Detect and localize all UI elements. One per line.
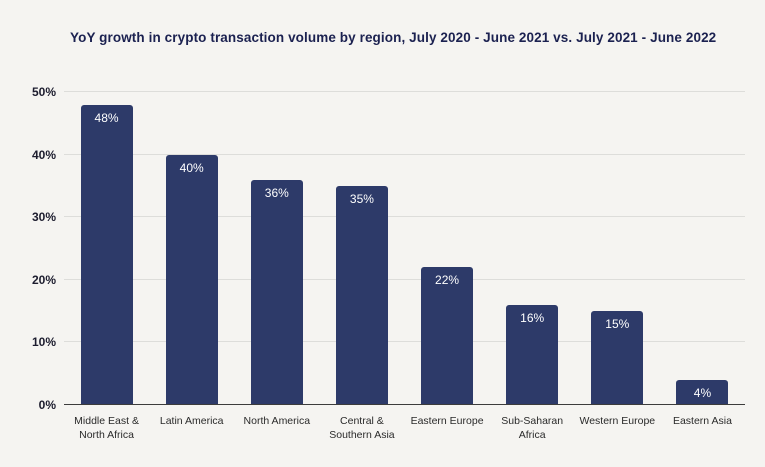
x-axis-label: North America	[243, 415, 311, 427]
y-tick-label: 0%	[38, 398, 56, 412]
bar-slot: 4% Eastern Asia	[660, 92, 745, 427]
y-tick-label: 40%	[31, 147, 56, 162]
bar: 15%	[591, 311, 644, 405]
bar-value-label: 36%	[264, 185, 289, 200]
bar-value-label: 35%	[349, 191, 374, 206]
y-tick-label: 50%	[31, 85, 56, 99]
gridline	[64, 278, 745, 280]
y-tick-label: 10%	[31, 335, 56, 350]
gridline	[64, 153, 745, 155]
bar: 35%	[335, 185, 388, 405]
bar-value-label: 22%	[435, 273, 460, 288]
x-axis-line	[64, 404, 745, 405]
x-axis-label: Latin America	[159, 415, 224, 427]
bar-slot: 36% North America	[234, 92, 319, 427]
bar-slot: 35% Central & Southern Asia	[319, 92, 404, 441]
bars-row: 48% Middle East & North Africa 40% Latin Am…	[64, 92, 745, 441]
bar: 22%	[421, 267, 474, 405]
bar-value-label: 16%	[520, 310, 545, 325]
plot-area: 0% 10% 20% 30% 40% 50% 48% Middle East & North …	[32, 86, 745, 441]
gridline	[64, 341, 745, 343]
x-axis-label: Eastern Europe	[410, 415, 484, 427]
gridline	[64, 216, 745, 218]
y-tick-label: 30%	[31, 210, 56, 225]
bar-slot: 22% Eastern Europe	[405, 92, 490, 427]
bar-slot: 16% Sub-Saharan Africa	[490, 92, 575, 441]
bar: 36%	[250, 179, 303, 405]
bar: 4%	[676, 379, 729, 405]
bar-value-label: 15%	[605, 317, 630, 332]
bar-value-label: 40%	[179, 160, 204, 175]
x-axis-label: Middle East & North Africa	[74, 415, 139, 442]
bar-value-label: 48%	[94, 110, 119, 125]
bar-slot: 15% Western Europe	[575, 92, 660, 427]
bar: 16%	[506, 304, 559, 405]
bar-value-label: 4%	[693, 385, 712, 400]
x-axis-label: Central & Southern Asia	[329, 415, 395, 442]
y-tick-label: 20%	[31, 272, 56, 287]
x-axis-label: Western Europe	[579, 415, 656, 427]
chart-title: YoY growth in crypto transaction volume …	[70, 30, 717, 45]
x-axis-label: Eastern Asia	[672, 415, 732, 427]
gridline	[64, 91, 745, 92]
bar: 48%	[80, 104, 133, 405]
bar: 40%	[165, 154, 218, 405]
bar-slot: 48% Middle East & North Africa	[64, 92, 149, 441]
x-axis-label: Sub-Saharan Africa	[501, 415, 564, 442]
bar-slot: 40% Latin America	[149, 92, 234, 427]
